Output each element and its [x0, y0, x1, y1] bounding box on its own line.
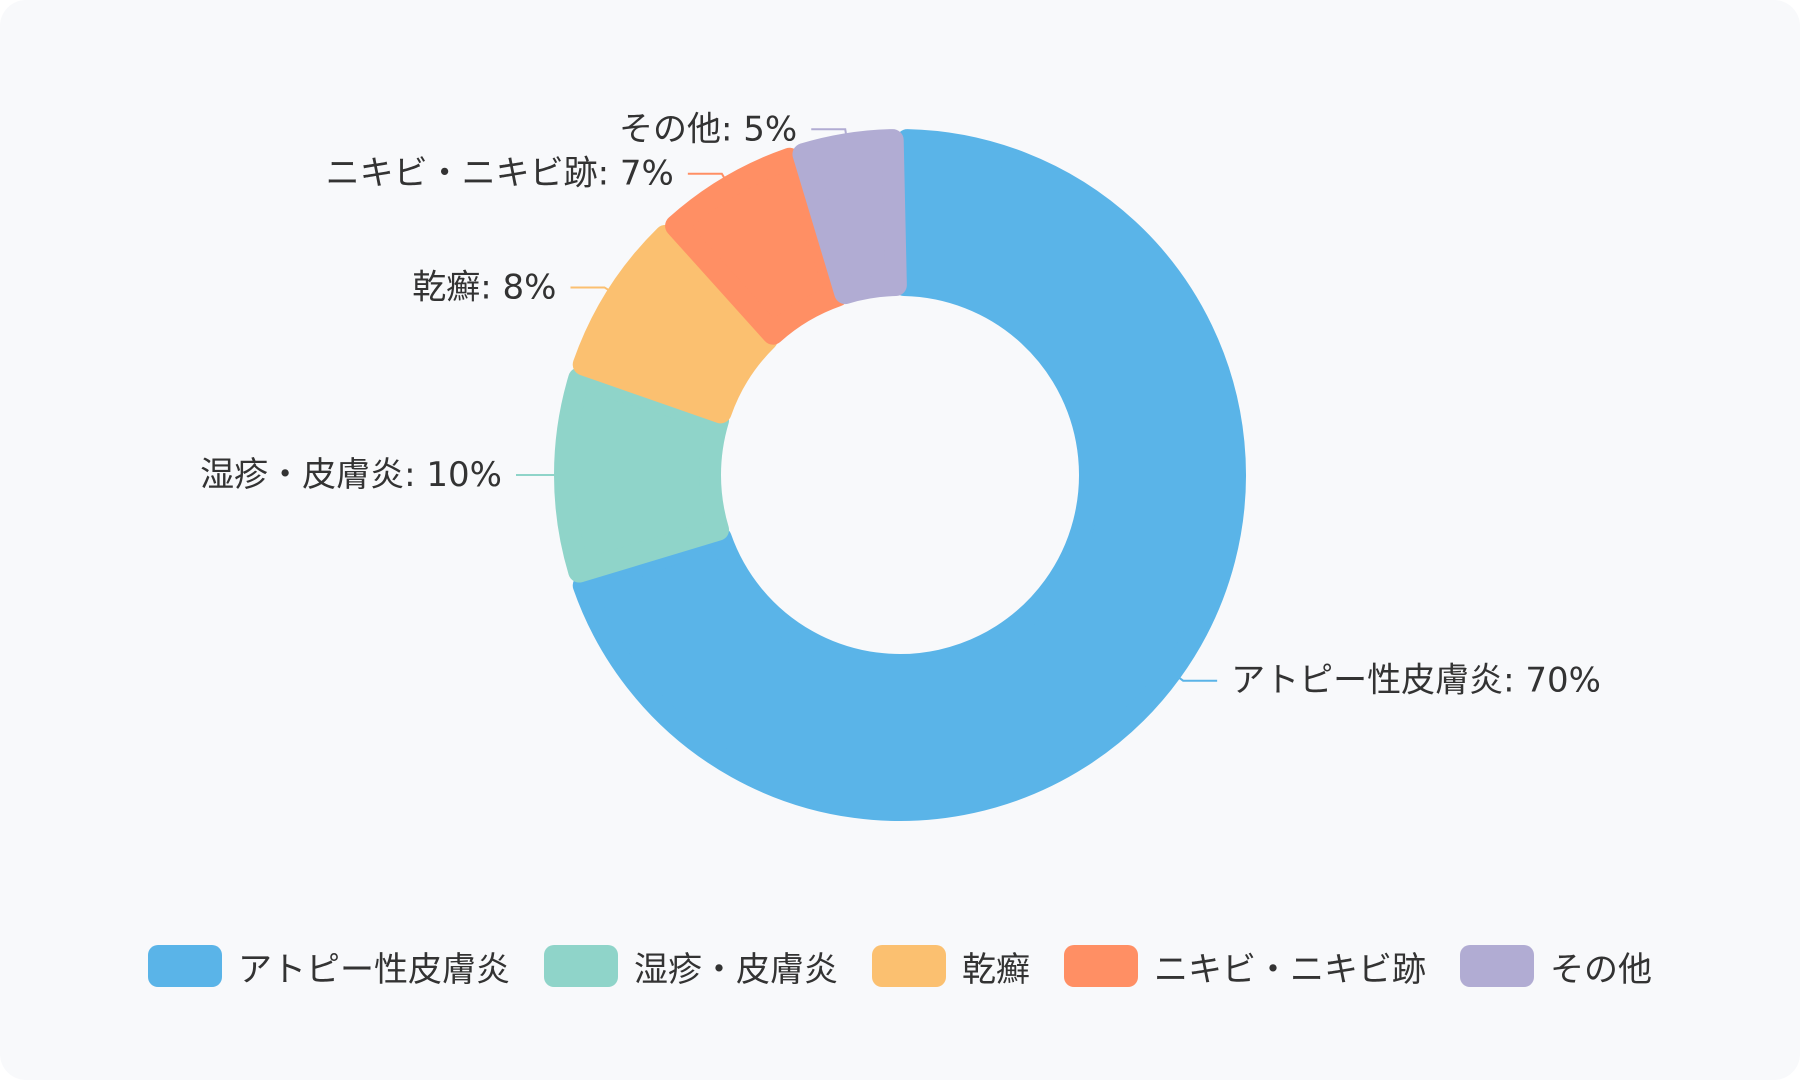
slice-eczema[interactable] [554, 367, 730, 583]
legend-item-psoriasis[interactable]: 乾癬 [872, 942, 1030, 991]
slice-label-other: その他: 5% [619, 109, 797, 149]
slice-label-acne: ニキビ・ニキビ跡: 7% [326, 154, 674, 194]
slice-label-psoriasis: 乾癬: 8% [412, 267, 556, 307]
slice-label-eczema: 湿疹・皮膚炎: 10% [200, 455, 502, 495]
legend-swatch [1460, 945, 1534, 987]
legend-item-eczema[interactable]: 湿疹・皮膚炎 [544, 942, 838, 991]
leader-line-atopic [1176, 675, 1218, 682]
slice-atopic[interactable] [572, 129, 1246, 821]
slice-other[interactable] [792, 129, 907, 305]
donut-slices [554, 129, 1246, 821]
legend-swatch [544, 945, 618, 987]
donut-chart: アトピー性皮膚炎: 70% 湿疹・皮膚炎: 10% 乾癬: 8% ニキビ・ニキビ跡: … [200, 109, 1601, 821]
leader-line-psoriasis [570, 286, 611, 293]
legend-swatch [872, 945, 946, 987]
legend-label: ニキビ・ニキビ跡 [1154, 949, 1426, 990]
slice-acne[interactable] [665, 147, 849, 345]
legend-label: 乾癬 [962, 949, 1030, 990]
legend-item-acne[interactable]: ニキビ・ニキビ跡 [1064, 942, 1426, 991]
legend-label: その他 [1550, 949, 1652, 990]
legend-label: アトピー性皮膚炎 [238, 949, 510, 990]
leader-line-other [811, 128, 848, 137]
legend: アトピー性皮膚炎 湿疹・皮膚炎 乾癬 ニキビ・ニキビ跡 その他 [0, 940, 1800, 992]
leader-lines [516, 128, 1218, 682]
legend-label: 湿疹・皮膚炎 [634, 949, 838, 990]
leader-line-acne [687, 172, 727, 181]
legend-swatch [1064, 945, 1138, 987]
legend-swatch [148, 945, 222, 987]
slice-label-atopic: アトピー性皮膚炎: 70% [1231, 661, 1601, 701]
legend-item-atopic[interactable]: アトピー性皮膚炎 [148, 942, 510, 991]
slice-psoriasis[interactable] [572, 224, 778, 424]
slice-labels: アトピー性皮膚炎: 70% 湿疹・皮膚炎: 10% 乾癬: 8% ニキビ・ニキビ跡: … [200, 109, 1601, 700]
legend-item-other[interactable]: その他 [1460, 942, 1652, 991]
